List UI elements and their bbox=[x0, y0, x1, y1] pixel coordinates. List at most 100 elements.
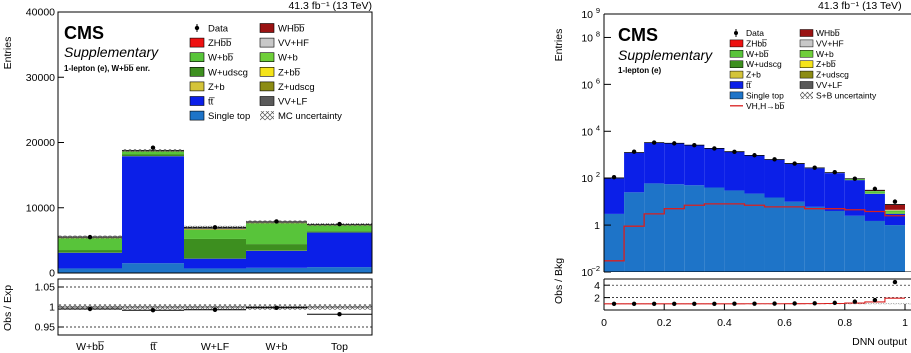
right-legend-swatch-w-udscg bbox=[729, 60, 744, 68]
left-legend-swatch-tt bbox=[189, 96, 205, 106]
right-cms-label: CMS bbox=[618, 25, 658, 45]
right-data-point-4 bbox=[692, 142, 697, 148]
right-bar-single-top-1 bbox=[624, 192, 645, 272]
left-ratio-tick-label-0: 0.95 bbox=[35, 322, 56, 334]
left-legend-label-8: Z+b bbox=[208, 82, 225, 93]
right-bar-t-t-4 bbox=[684, 145, 705, 186]
right-bar-t-t-2 bbox=[644, 142, 665, 184]
right-signal-line bbox=[604, 203, 905, 262]
right-bar-whbb-14 bbox=[884, 204, 905, 210]
right-ratio-signal-line bbox=[604, 297, 905, 305]
right-ratio-tick-label-1: 4 bbox=[594, 280, 600, 292]
left-bar-single-top-4 bbox=[307, 267, 372, 273]
right-bar-t-t-1 bbox=[624, 152, 645, 193]
left-legend-swatch-z-udscg bbox=[259, 81, 275, 92]
left-legend-swatch-w-b bbox=[259, 52, 275, 63]
right-legend-swatch-w-bb bbox=[729, 50, 744, 58]
right-data-point-12 bbox=[852, 176, 858, 181]
left-cms-label: CMS bbox=[64, 23, 104, 43]
right-legend-label-8: Z+b bbox=[746, 70, 761, 80]
right-ytick-exp-4: 6 bbox=[596, 76, 600, 85]
left-legend-swatch-z-bb bbox=[259, 67, 275, 77]
right-bar-t-t-6 bbox=[724, 151, 745, 191]
right-region-label: 1-lepton (e) bbox=[618, 66, 661, 75]
left-legend-label-11: VV+LF bbox=[278, 97, 308, 108]
right-bar-single-top-3 bbox=[664, 184, 685, 272]
right-ytick-base-3: 10 bbox=[581, 126, 593, 138]
right-main-plot bbox=[604, 140, 911, 272]
left-ytick-label-0: 0 bbox=[49, 268, 55, 280]
left-ytick-label-4: 40000 bbox=[26, 7, 55, 19]
left-data-points bbox=[87, 145, 342, 240]
left-legend-label-2: ZHb̅b̅ bbox=[208, 38, 232, 49]
right-xtick-label-0: 0 bbox=[601, 317, 607, 329]
left-lumi-label: 41.3 fb⁻¹ (13 TeV) bbox=[288, 0, 372, 12]
right-bar-t-t-7 bbox=[744, 155, 765, 194]
right-bar-t-t-0 bbox=[604, 178, 625, 214]
left-bar-single-top-1 bbox=[122, 263, 184, 273]
left-legend-hatch-swatch bbox=[260, 111, 274, 121]
right-ylabel: Entries bbox=[553, 29, 565, 62]
left-bar-w-udscg-4 bbox=[307, 231, 372, 233]
right-bar-w-bb-14 bbox=[884, 210, 905, 213]
right-legend-swatch-whbb bbox=[799, 29, 814, 37]
right-ratio-point-6 bbox=[732, 301, 737, 306]
right-data-point-14 bbox=[892, 199, 898, 204]
right-bar-single-top-8 bbox=[764, 197, 785, 272]
right-bar-single-top-4 bbox=[684, 185, 705, 272]
right-data-point-0 bbox=[611, 175, 617, 180]
right-legend-hatch-swatch bbox=[800, 91, 813, 99]
right-legend-swatch-tt bbox=[729, 81, 744, 89]
right-data-point-3 bbox=[672, 141, 677, 146]
right-legend-label-0: Data bbox=[746, 28, 764, 38]
right-ratio-point-0 bbox=[611, 301, 617, 306]
right-bar-t-t-8 bbox=[764, 159, 785, 198]
left-legend-swatch-w-bb bbox=[189, 52, 205, 63]
right-ytick-exp-6: 9 bbox=[596, 6, 600, 15]
right-xtick-label-1: 0.2 bbox=[657, 317, 672, 329]
right-legend-swatch-vv-lf bbox=[799, 81, 814, 89]
right-legend-swatch-z-bb bbox=[799, 60, 814, 68]
left-legend-label-1: WHb̅b̅ bbox=[278, 24, 305, 35]
left-ratio-point-0 bbox=[87, 306, 93, 312]
right-ratio-point-4 bbox=[692, 301, 697, 306]
right-xtick-label-3: 0.6 bbox=[777, 317, 792, 329]
left-legend-swatch-w-udscg bbox=[189, 67, 205, 77]
right-legend-label-14: VH,H→bb̅ bbox=[746, 101, 785, 111]
left-ratio-tick-label-2: 1.05 bbox=[35, 282, 56, 294]
right-legend-swatch-zhbb bbox=[729, 39, 744, 48]
left-legend-label-5: W+b bbox=[278, 53, 298, 64]
left-xtick-label-3: W+b bbox=[266, 341, 288, 353]
right-ytick-base-5: 10 bbox=[581, 32, 593, 44]
right-ratio-point-8 bbox=[772, 301, 777, 306]
left-ratio-ylabel: Obs / Exp bbox=[2, 285, 14, 331]
right-legend-swatch-w-b bbox=[799, 50, 814, 58]
right-data-point-11 bbox=[832, 169, 837, 175]
right-lumi-label: 41.3 fb⁻¹ (13 TeV) bbox=[818, 0, 902, 12]
left-ratio-point-3 bbox=[274, 305, 279, 310]
right-bar-single-top-9 bbox=[784, 201, 805, 272]
right-ytick-exp-2: 2 bbox=[596, 170, 600, 179]
right-bar-t-t-3 bbox=[664, 143, 685, 185]
right-ratio-point-3 bbox=[672, 301, 677, 306]
right-bar-single-top-7 bbox=[744, 193, 765, 272]
right-legend-swatch-vv-hf bbox=[799, 39, 814, 48]
right-data-point-7 bbox=[752, 153, 757, 158]
right-bar-t-t-9 bbox=[784, 163, 805, 202]
left-legend-swatch-vv-hf bbox=[259, 37, 275, 48]
left-legend-swatch-whb-b bbox=[259, 23, 275, 33]
left-bar-w-udscg-1 bbox=[122, 154, 184, 157]
left-legend: Data WHb̅b̅ ZHb̅b̅ VV+HF W+bb̅ W+b W+udscg Z+bb… bbox=[189, 23, 342, 122]
right-bar-t-t-12 bbox=[844, 180, 865, 216]
left-legend-label-6: W+udscg bbox=[208, 67, 248, 78]
right-data-point-2 bbox=[651, 140, 657, 145]
right-ratio-point-14 bbox=[892, 279, 898, 285]
right-legend-label-12: Single top bbox=[746, 90, 784, 100]
left-ytick-label-3: 30000 bbox=[26, 72, 55, 84]
right-legend-swatch-single-top bbox=[729, 91, 744, 100]
left-bar-t-t-2 bbox=[184, 258, 246, 269]
left-panel: 41.3 fb⁻¹ (13 TeV) Entries 0 10000 20000 30… bbox=[2, 0, 373, 353]
left-region-label: 1-lepton (e), W+b̅b̅ enr. bbox=[64, 64, 150, 73]
left-legend-label-0: Data bbox=[208, 24, 229, 35]
